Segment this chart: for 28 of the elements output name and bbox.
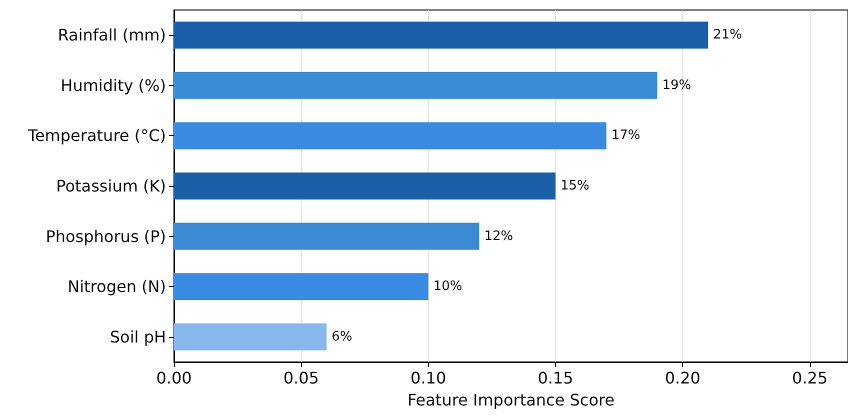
x-tick-label: 0.05 <box>283 368 319 388</box>
data-label: 21% <box>713 28 742 43</box>
x-tick-label: 0.00 <box>156 368 192 388</box>
bar <box>174 273 428 300</box>
x-axis-title: Feature Importance Score <box>407 390 615 410</box>
y-tick-label: Nitrogen (N) <box>68 277 166 296</box>
bar <box>174 122 606 150</box>
data-label: 19% <box>662 78 692 93</box>
data-label: 15% <box>560 178 590 194</box>
y-tick-label: Soil pH <box>110 327 166 346</box>
x-tick-label: 0.10 <box>410 368 446 388</box>
y-tick-label: Rainfall (mm) <box>58 26 166 45</box>
y-tick-label: Humidity (%) <box>60 76 166 95</box>
x-tick-label: 0.25 <box>792 368 828 388</box>
y-tick-label: Phosphorus (P) <box>46 226 166 246</box>
bar <box>174 323 327 350</box>
bar <box>174 222 480 250</box>
x-tick-label: 0.15 <box>538 368 574 388</box>
y-tick-label: Temperature (°C) <box>26 126 166 146</box>
x-tick-label: 0.20 <box>664 368 700 388</box>
bar <box>174 172 556 200</box>
data-label: 17% <box>611 128 640 144</box>
y-tick-label: Potassium (K) <box>56 176 166 196</box>
data-label: 12% <box>484 228 514 244</box>
data-label: 10% <box>433 279 462 294</box>
bar <box>174 72 658 99</box>
bar <box>174 22 708 49</box>
data-label: 6% <box>332 329 352 344</box>
